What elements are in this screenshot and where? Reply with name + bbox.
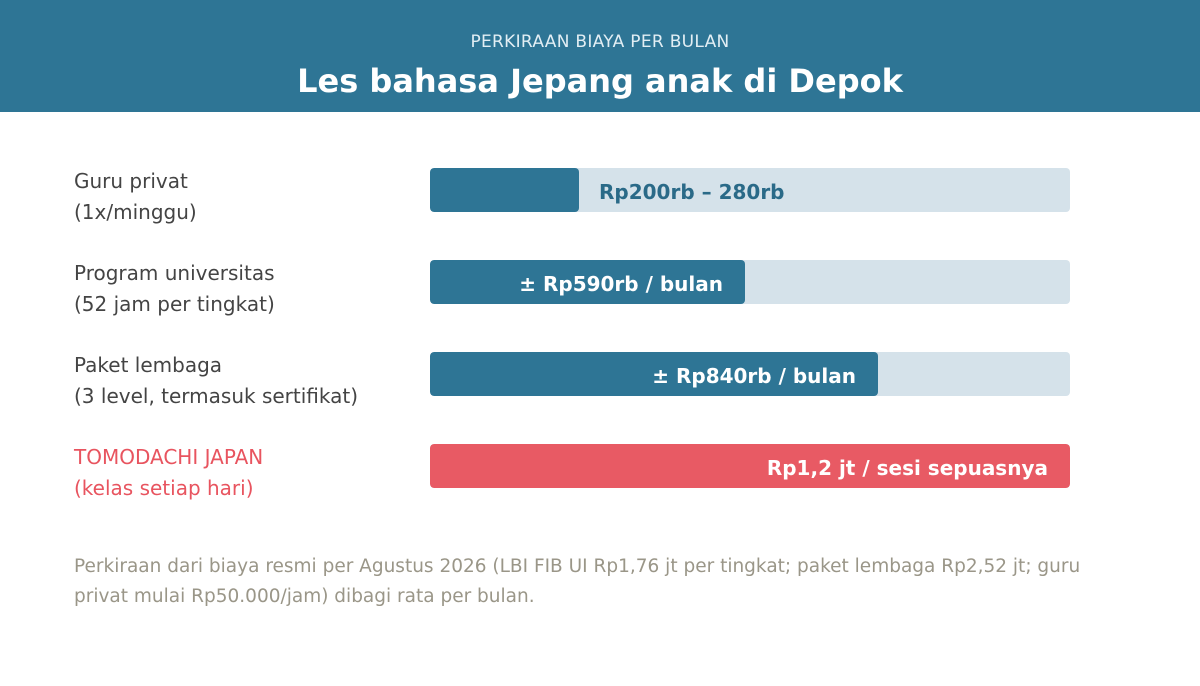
category-label: Paket lembaga (3 level, termasuk sertifik… [74,350,414,412]
bar-track: Rp200rb – 280rb [430,168,1070,212]
category-label-line1: Program universitas [74,261,275,285]
bar-value-label: ± Rp840rb / bulan [652,364,856,388]
bar [430,260,745,304]
category-label-line2: (kelas setiap hari) [74,476,254,500]
category-label-line2: (1x/minggu) [74,200,197,224]
chart-subtitle: PERKIRAAN BIAYA PER BULAN [470,32,730,52]
bar [430,352,878,396]
chart-header: PERKIRAAN BIAYA PER BULAN Les bahasa Jep… [0,0,1200,112]
bar-value-label: Rp200rb – 280rb [599,180,785,204]
category-label: TOMODACHI JAPAN (kelas setiap hari) [74,442,414,504]
bar [430,168,579,212]
bar-value-label: Rp1,2 jt / sesi sepuasnya [766,456,1048,480]
category-label: Guru privat (1x/minggu) [74,166,414,228]
bar [430,444,1070,488]
category-label-line1: Paket lembaga [74,353,223,377]
category-label-line1: Guru privat [74,169,188,193]
chart-title: Les bahasa Jepang anak di Depok [297,62,903,100]
footnote: Perkiraan dari biaya resmi per Agustus 2… [74,556,1081,607]
category-label-line1: TOMODACHI JAPAN [74,445,264,469]
bar-value-label: ± Rp590rb / bulan [519,272,723,296]
bar-track: ± Rp590rb / bulan [430,260,1070,304]
category-label-line2: (52 jam per tingkat) [74,292,275,316]
category-label-line2: (3 level, termasuk sertifikat) [74,384,359,408]
category-label: Program universitas (52 jam per tingkat) [74,258,414,320]
bar-track: ± Rp840rb / bulan [430,352,1070,396]
bar-track: Rp1,2 jt / sesi sepuasnya [430,444,1070,488]
